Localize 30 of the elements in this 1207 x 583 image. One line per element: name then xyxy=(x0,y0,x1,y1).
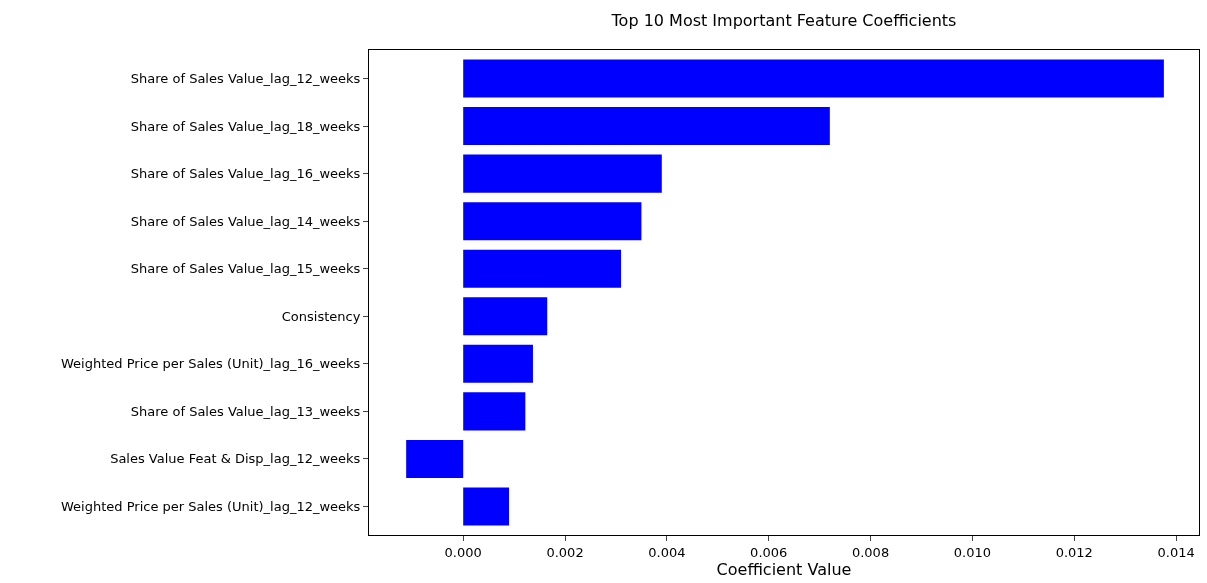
bar xyxy=(463,59,1164,98)
y-tick-label: Weighted Price per Sales (Unit)_lag_12_weeks xyxy=(61,499,361,515)
y-tick-label: Share of Sales Value_lag_14_weeks xyxy=(130,213,361,229)
y-tick-label: Weighted Price per Sales (Unit)_lag_16_weeks xyxy=(61,356,361,372)
bar xyxy=(463,487,510,526)
bar xyxy=(463,297,548,336)
y-tick-label: Share of Sales Value_lag_18_weeks xyxy=(130,118,361,134)
x-axis-title: Coefficient Value xyxy=(716,559,852,579)
y-tick-label: Share of Sales Value_lag_15_weeks xyxy=(130,261,361,277)
bar xyxy=(463,202,642,241)
chart-title: Top 10 Most Important Feature Coefficients xyxy=(610,10,957,30)
x-tick-label: 0.012 xyxy=(1055,544,1093,560)
x-tick-label: 0.000 xyxy=(444,544,482,560)
y-tick-label: Share of Sales Value_lag_16_weeks xyxy=(130,166,361,182)
y-tick-label: Consistency xyxy=(281,308,361,324)
x-tick-label: 0.006 xyxy=(750,544,788,560)
x-tick-label: 0.004 xyxy=(648,544,686,560)
bar xyxy=(463,392,526,431)
bar xyxy=(463,249,622,288)
y-tick-label: Share of Sales Value_lag_13_weeks xyxy=(130,403,361,419)
bar xyxy=(463,344,533,383)
x-tick-label: 0.002 xyxy=(546,544,584,560)
bar xyxy=(463,154,662,193)
bar xyxy=(406,439,464,478)
y-tick-label: Share of Sales Value_lag_12_weeks xyxy=(130,71,361,87)
y-tick-label: Sales Value Feat & Disp_lag_12_weeks xyxy=(110,451,361,467)
x-tick-label: 0.008 xyxy=(851,544,890,560)
x-tick-label: 0.010 xyxy=(953,544,992,560)
x-tick-label: 0.014 xyxy=(1157,544,1195,560)
bar xyxy=(463,107,830,146)
